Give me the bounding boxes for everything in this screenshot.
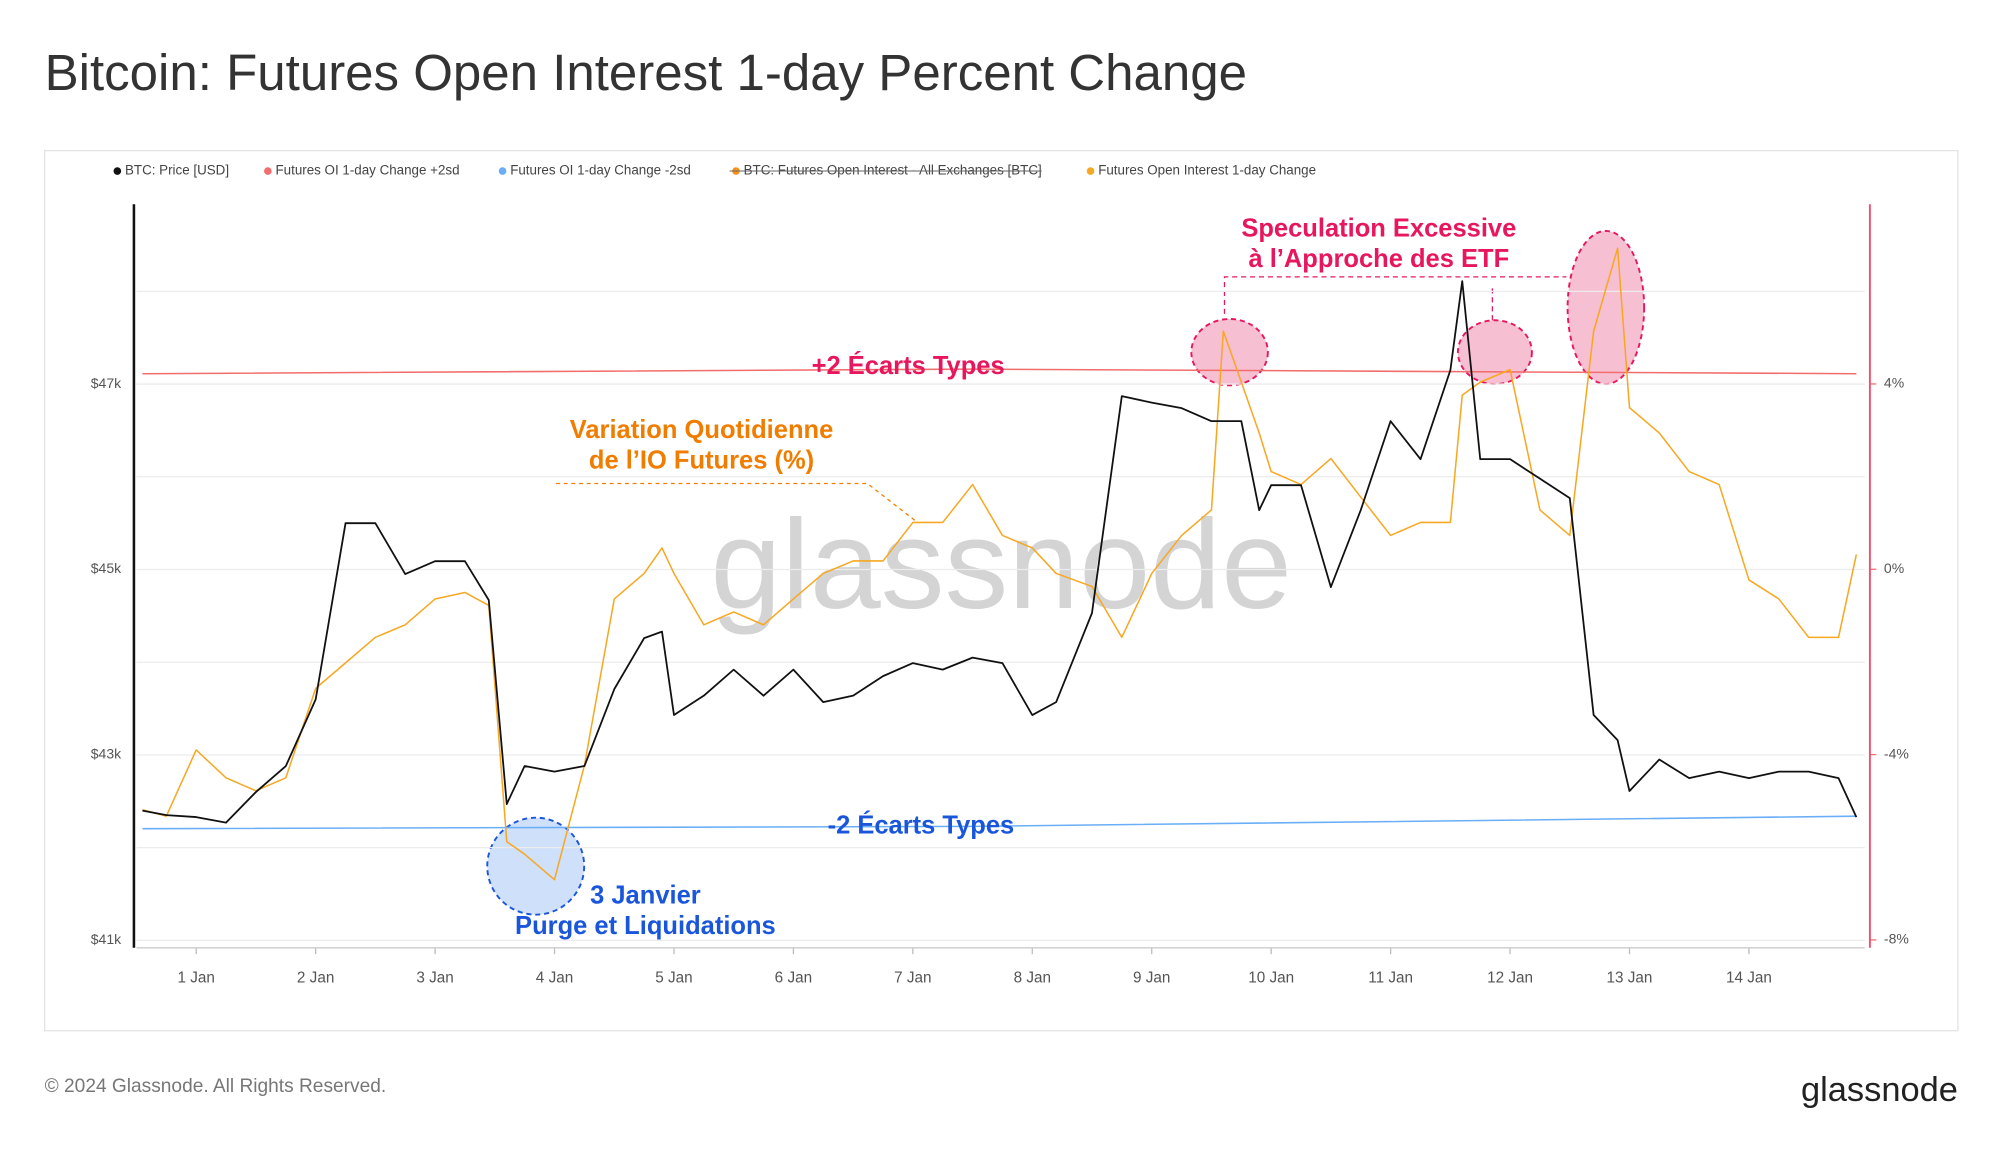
- x-tick-label: 7 Jan: [894, 969, 931, 986]
- chart-frame: [44, 149, 1959, 1032]
- x-tick-label: 6 Jan: [775, 969, 812, 986]
- annotation: Variation Quotidienne: [570, 416, 834, 444]
- annotation: -2 Écarts Types: [828, 810, 1015, 839]
- legend-marker: [113, 167, 122, 175]
- legend-marker: [1086, 167, 1095, 175]
- legend-label: Futures OI 1-day Change -2sd: [510, 163, 691, 178]
- y2-tick-label: 0%: [1884, 560, 1904, 576]
- y-tick-label: $41k: [91, 931, 122, 947]
- watermark: glassnode: [711, 494, 1293, 636]
- annotation: +2 Écarts Types: [812, 351, 1005, 380]
- annotation-shapes: [486, 230, 1646, 916]
- x-tick-label: 2 Jan: [297, 969, 334, 986]
- highlight-circle: [486, 816, 586, 916]
- legend-label: BTC: Futures Open Interest - All Exchang…: [744, 163, 1042, 178]
- connector: [1223, 276, 1567, 314]
- x-tick-label: 10 Jan: [1248, 969, 1294, 986]
- legend-label: BTC: Price [USD]: [125, 163, 229, 178]
- annotation: de l’IO Futures (%): [589, 447, 814, 475]
- highlight-ellipse: [1566, 230, 1646, 385]
- series-line: [142, 247, 1858, 881]
- copyright: © 2024 Glassnode. All Rights Reserved.: [45, 1076, 387, 1097]
- legend-label: Futures Open Interest 1-day Change: [1098, 163, 1316, 178]
- x-tick-label: 1 Jan: [177, 969, 214, 986]
- series-line: [142, 368, 1857, 375]
- x-tick-label: 14 Jan: [1726, 969, 1772, 986]
- legend-label: Futures OI 1-day Change +2sd: [276, 163, 460, 178]
- y-tick-label: $47k: [91, 375, 122, 391]
- annotation: Purge et Liquidations: [515, 912, 776, 940]
- x-tick-label: 12 Jan: [1487, 969, 1533, 986]
- connector: [556, 482, 919, 524]
- series-line: [142, 280, 1858, 824]
- x-tick-label: 13 Jan: [1607, 969, 1653, 986]
- legend-marker: [498, 167, 507, 175]
- y2-tick-label: -8%: [1884, 931, 1909, 947]
- annotation: Speculation Excessive: [1241, 214, 1516, 242]
- y-tick-label: $43k: [91, 746, 122, 762]
- x-tick-label: 4 Jan: [536, 969, 573, 986]
- annotation: à l’Approche des ETF: [1248, 245, 1509, 273]
- x-tick-label: 5 Jan: [655, 969, 692, 986]
- highlight-ellipse: [1190, 318, 1269, 387]
- y2-tick-label: 4%: [1884, 375, 1904, 391]
- chart-title: Bitcoin: Futures Open Interest 1-day Per…: [45, 44, 1247, 101]
- x-tick-label: 8 Jan: [1014, 969, 1051, 986]
- x-tick-label: 11 Jan: [1368, 969, 1413, 986]
- logo: glassnode: [1801, 1071, 1958, 1109]
- x-tick-label: 9 Jan: [1133, 969, 1170, 986]
- y-tick-label: $45k: [91, 560, 122, 576]
- y2-tick-label: -4%: [1884, 745, 1909, 761]
- annotation: 3 Janvier: [590, 882, 701, 910]
- x-tick-label: 3 Jan: [416, 969, 453, 986]
- legend-marker: [264, 167, 272, 175]
- series-line: [142, 815, 1857, 830]
